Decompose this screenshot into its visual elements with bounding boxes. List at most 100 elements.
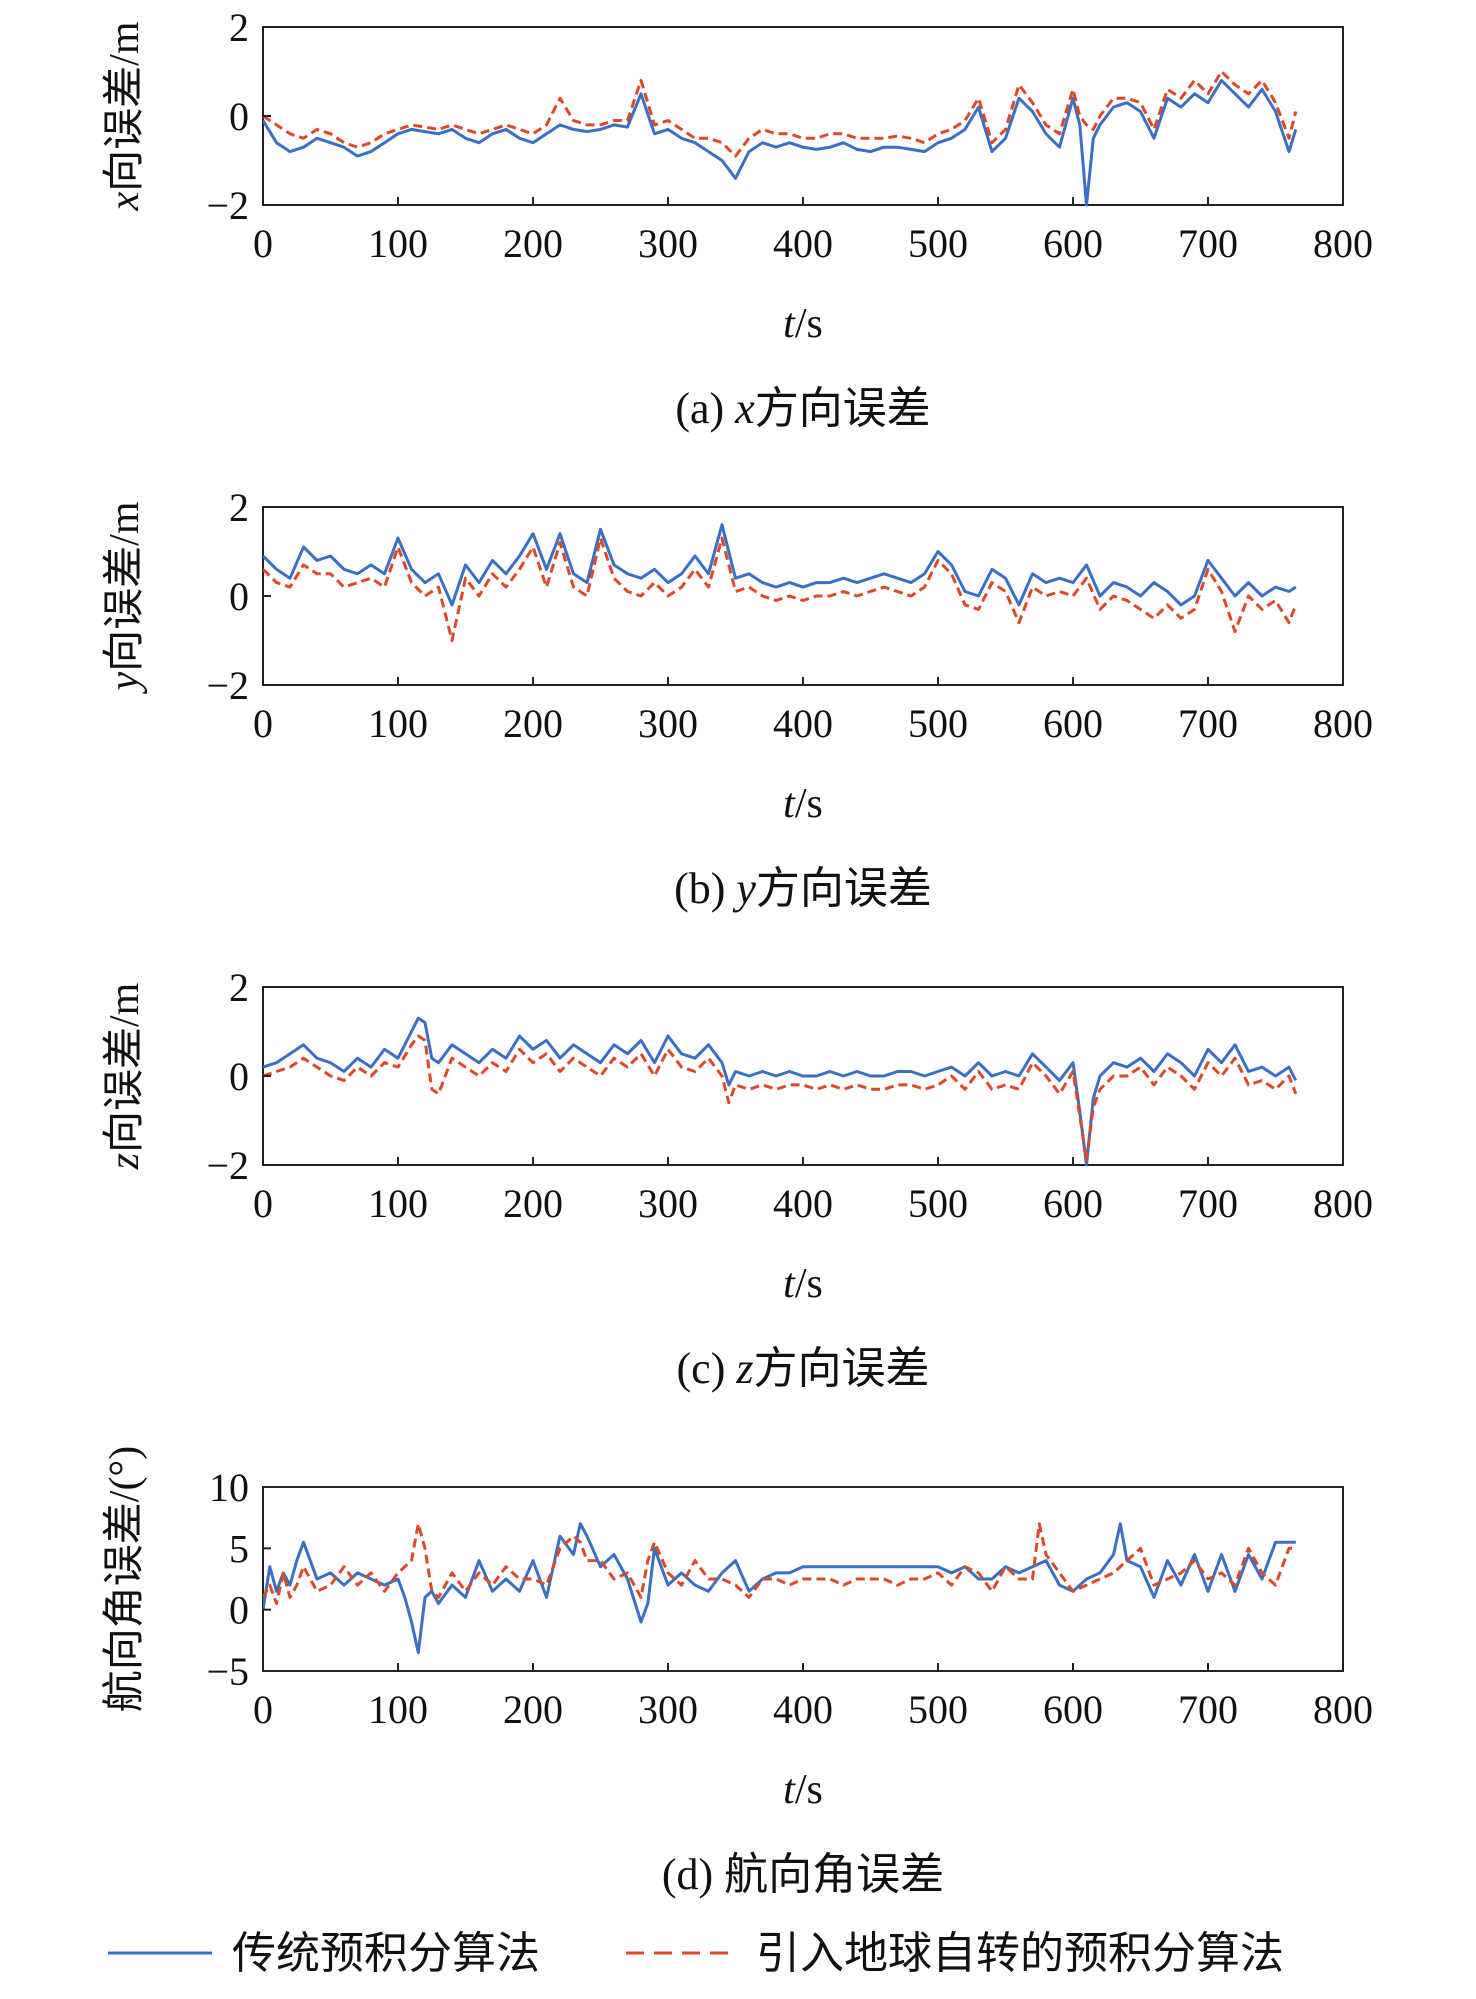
x-axis-label: t/s bbox=[783, 301, 823, 347]
y-axis-label-var: x bbox=[102, 192, 148, 212]
caption-suffix: 方向误差 bbox=[753, 1344, 929, 1393]
x-tick-label: 700 bbox=[1178, 1687, 1238, 1732]
legend-label-blue: 传统预积分算法 bbox=[232, 1929, 540, 1978]
x-tick-label: 800 bbox=[1313, 1181, 1373, 1226]
x-tick-label: 0 bbox=[253, 1181, 273, 1226]
legend: 传统预积分算法 引入地球自转的预积分算法 bbox=[108, 1929, 1284, 1978]
x-tick-label: 800 bbox=[1313, 221, 1373, 266]
x-axis-label-text: /s bbox=[795, 301, 823, 347]
series-group bbox=[263, 523, 1298, 642]
y-tick-label: 10 bbox=[209, 1465, 249, 1510]
x-tick-label: 400 bbox=[773, 221, 833, 266]
y-axis-label-text: 向误差/m bbox=[102, 21, 148, 192]
y-axis-label-text: 向误差/m bbox=[102, 501, 148, 672]
x-tick-label: 700 bbox=[1178, 221, 1238, 266]
y-tick-label: −2 bbox=[206, 183, 249, 228]
subplot-caption: (b) y方向误差 bbox=[674, 864, 932, 913]
x-tick-label: 200 bbox=[503, 1687, 563, 1732]
x-tick-label: 400 bbox=[773, 1687, 833, 1732]
y-axis-label: 航向角误差/(°) bbox=[101, 1446, 148, 1712]
x-tick-label: 0 bbox=[253, 701, 273, 746]
caption-var: y bbox=[732, 864, 756, 913]
y-tick-label: 2 bbox=[229, 5, 249, 50]
x-tick-label: 700 bbox=[1178, 701, 1238, 746]
series-line-traditional bbox=[263, 1522, 1296, 1655]
x-axis-label: t/s bbox=[783, 1767, 823, 1813]
subplot-caption: (c) z方向误差 bbox=[677, 1344, 930, 1393]
y-axis-label: x向误差/m bbox=[102, 21, 148, 211]
y-tick-label: 5 bbox=[229, 1526, 249, 1571]
x-tick-label: 100 bbox=[368, 701, 428, 746]
caption-suffix: 方向误差 bbox=[755, 384, 931, 433]
y-tick-label: 2 bbox=[229, 965, 249, 1010]
x-axis-label-var: t bbox=[783, 1767, 796, 1813]
x-tick-label: 600 bbox=[1043, 221, 1103, 266]
x-tick-label: 0 bbox=[253, 1687, 273, 1732]
y-axis-label: y向误差/m bbox=[102, 501, 148, 694]
x-tick-label: 200 bbox=[503, 221, 563, 266]
x-axis-label: t/s bbox=[783, 1261, 823, 1307]
plot-frame bbox=[262, 26, 1344, 206]
y-axis-label: z向误差/m bbox=[102, 982, 148, 1170]
x-tick-label: 600 bbox=[1043, 1687, 1103, 1732]
series-line-traditional bbox=[263, 1016, 1298, 1167]
caption-prefix: (c) bbox=[677, 1344, 737, 1393]
x-tick-label: 500 bbox=[908, 1181, 968, 1226]
y-tick-label: 0 bbox=[229, 1054, 249, 1099]
series-group bbox=[263, 1522, 1296, 1655]
series-line-earth-rotation bbox=[263, 1522, 1296, 1605]
chart-panel-a: 0 100 200 300 400 500 600 700 80020−2x向误差/mt/s(a… bbox=[102, 5, 1373, 433]
x-tick-label: 500 bbox=[908, 221, 968, 266]
y-tick-label: −2 bbox=[206, 1143, 249, 1188]
x-tick-label: 200 bbox=[503, 701, 563, 746]
y-axis-label-text: 向误差/m bbox=[102, 982, 148, 1153]
chart-panel-b: 0 100 200 300 400 500 600 700 80020−2y向误差/mt/s(b… bbox=[102, 485, 1373, 913]
series-line-earth-rotation bbox=[263, 70, 1298, 158]
plot-frame bbox=[262, 506, 1344, 686]
chart-panel-d: 0 100 200 300 400 500 600 700 8001050−5航向角误差/(°)… bbox=[101, 1446, 1373, 1899]
series-line-earth-rotation bbox=[263, 536, 1298, 642]
x-tick-label: 600 bbox=[1043, 1181, 1103, 1226]
y-tick-label: 0 bbox=[229, 574, 249, 619]
x-tick-label: 700 bbox=[1178, 1181, 1238, 1226]
x-axis-label-var: t bbox=[783, 301, 796, 347]
x-tick-label: 100 bbox=[368, 221, 428, 266]
series-group bbox=[263, 1016, 1298, 1167]
x-axis-label-text: /s bbox=[795, 1767, 823, 1813]
x-tick-label: 300 bbox=[638, 221, 698, 266]
x-tick-label: 300 bbox=[638, 1181, 698, 1226]
x-axis-label-var: t bbox=[783, 781, 796, 827]
y-axis-label-var: y bbox=[102, 672, 148, 695]
y-axis-label-var: z bbox=[102, 1153, 148, 1170]
y-tick-label: 0 bbox=[229, 94, 249, 139]
x-tick-label: 800 bbox=[1313, 701, 1373, 746]
series-line-traditional bbox=[263, 78, 1298, 207]
subplot-caption: (d) 航向角误差 bbox=[662, 1850, 944, 1899]
caption-suffix: 方向误差 bbox=[756, 864, 932, 913]
y-axis-label-text: 航向角误差/(°) bbox=[101, 1446, 148, 1712]
x-tick-label: 800 bbox=[1313, 1687, 1373, 1732]
x-tick-label: 600 bbox=[1043, 701, 1103, 746]
x-axis-label: t/s bbox=[783, 781, 823, 827]
x-axis-label-var: t bbox=[783, 1261, 796, 1307]
subplot-caption: (a) x方向误差 bbox=[675, 384, 930, 433]
x-axis-label-text: /s bbox=[795, 1261, 823, 1307]
x-tick-label: 200 bbox=[503, 1181, 563, 1226]
series-line-traditional bbox=[263, 523, 1297, 607]
series-group bbox=[263, 70, 1298, 207]
y-tick-label: 2 bbox=[229, 485, 249, 530]
y-tick-label: −5 bbox=[206, 1649, 249, 1694]
x-tick-label: 100 bbox=[368, 1687, 428, 1732]
chart-panel-c: 0 100 200 300 400 500 600 700 80020−2z向误差/mt/s(c… bbox=[102, 965, 1373, 1393]
y-tick-label: −2 bbox=[206, 663, 249, 708]
caption-suffix: 航向角误差 bbox=[724, 1850, 944, 1899]
x-tick-label: 300 bbox=[638, 1687, 698, 1732]
x-tick-label: 500 bbox=[908, 701, 968, 746]
x-tick-label: 100 bbox=[368, 1181, 428, 1226]
y-tick-label: 0 bbox=[229, 1588, 249, 1633]
caption-prefix: (d) bbox=[662, 1850, 724, 1899]
x-tick-label: 500 bbox=[908, 1687, 968, 1732]
caption-prefix: (a) bbox=[675, 384, 735, 433]
caption-var: x bbox=[734, 384, 755, 433]
